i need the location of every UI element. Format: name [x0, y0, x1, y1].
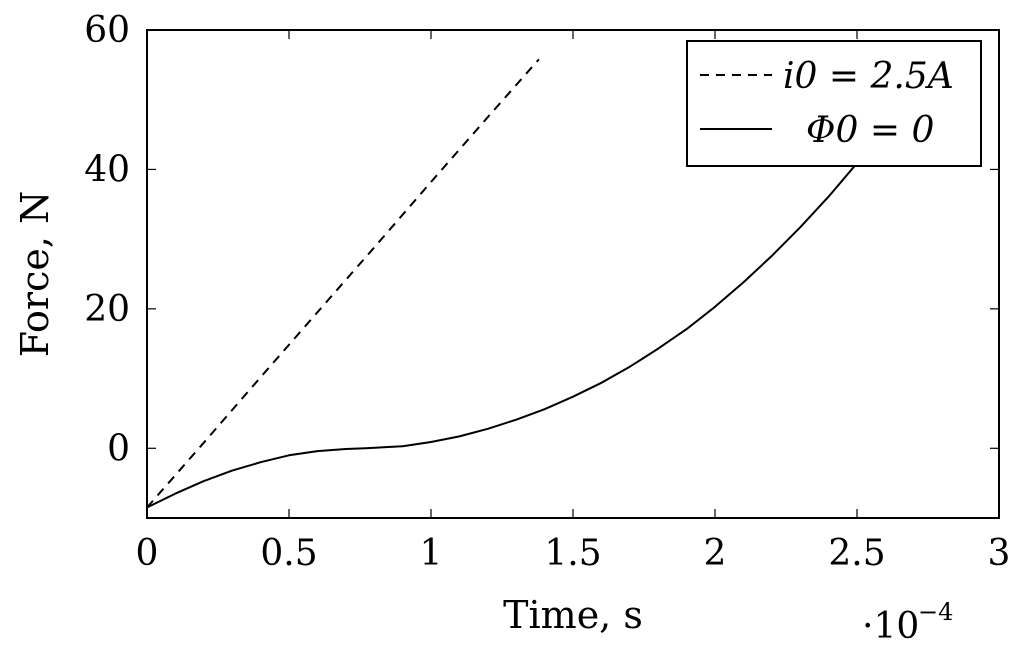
y-tick-labels: 0 20 40 60: [84, 10, 130, 469]
x-tick-label: 0.5: [260, 533, 317, 574]
x-multiplier-exponent: −4: [918, 598, 953, 626]
series-layer: [147, 58, 915, 509]
y-tick-label: 60: [84, 10, 130, 51]
series-line-solid: [147, 88, 915, 509]
legend-label-dashed: i0 = 2.5A: [783, 56, 954, 97]
legend-label-solid: Φ0 = 0: [806, 110, 934, 151]
x-multiplier-base: ·10: [862, 606, 919, 647]
x-axis-title: Time, s: [503, 593, 643, 637]
x-tick-label: 3: [988, 533, 1011, 574]
legend-box: [686, 40, 982, 167]
x-tick-label: 1.5: [544, 533, 601, 574]
x-tick-label: 1: [420, 533, 443, 574]
y-tick-label: 20: [84, 289, 130, 330]
x-tick-label: 0: [136, 533, 159, 574]
x-tick-labels: 0 0.5 1 1.5 2 2.5 3: [136, 533, 1011, 574]
plot-frame: [146, 29, 1000, 519]
y-axis-title: Force, N: [13, 191, 57, 358]
y-tick-label: 40: [84, 149, 130, 190]
legend: i0 = 2.5A Φ0 = 0: [686, 40, 982, 167]
x-tick-label: 2.5: [828, 533, 885, 574]
y-tick-label: 0: [107, 428, 130, 469]
series-line-dashed: [147, 58, 540, 509]
x-tick-label: 2: [704, 533, 727, 574]
x-multiplier: ·10 −4: [862, 598, 953, 647]
